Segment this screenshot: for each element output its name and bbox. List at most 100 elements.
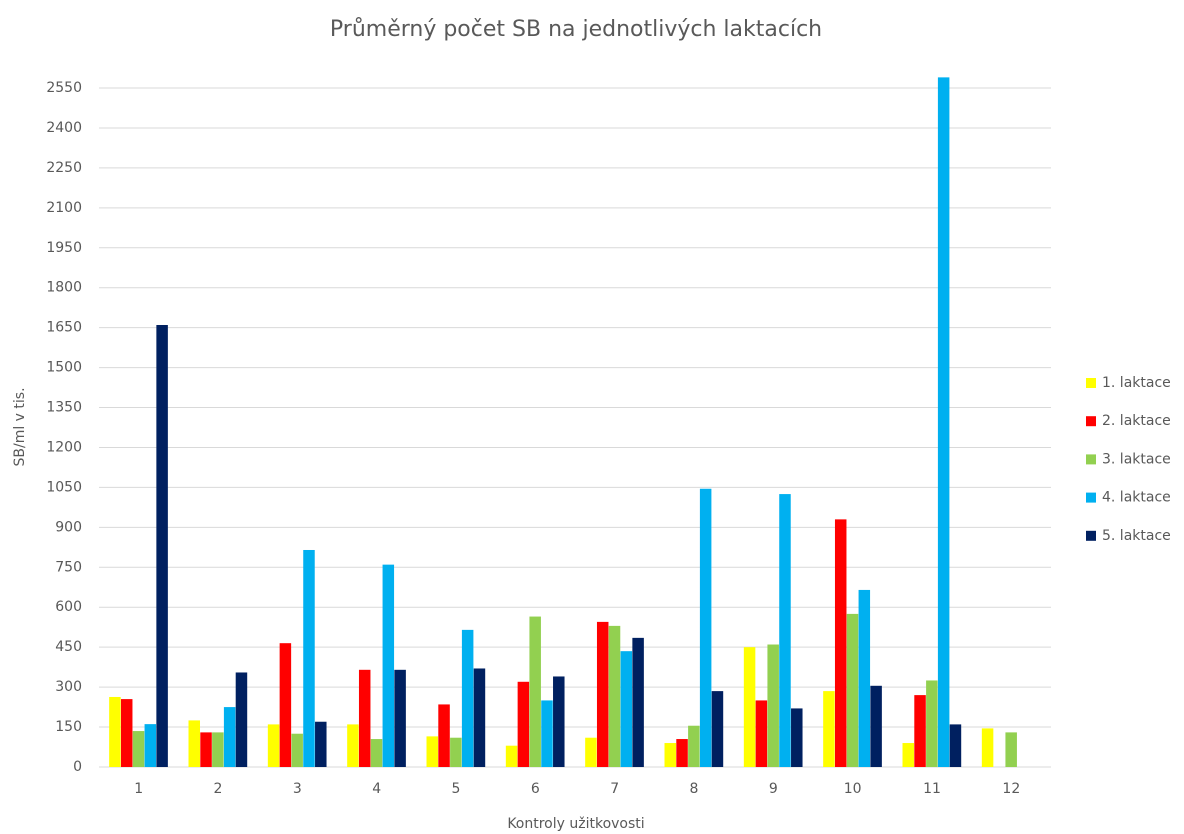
bar [541,700,553,767]
bar [858,589,871,767]
bar [823,691,835,767]
bar [529,616,541,767]
legend-swatch [1086,454,1096,465]
legend-swatch [1086,378,1096,388]
bar [981,728,994,767]
bar [791,708,803,767]
y-tick-label: 2400 [46,120,82,136]
legend-label: 3. laktace [1102,451,1171,467]
bar [743,647,756,767]
bar [473,668,486,767]
y-tick-label: 1050 [46,479,82,495]
y-axis-label: SB/ml v tis. [12,387,28,466]
bar [144,724,157,767]
bar [212,732,224,767]
legend-label: 2. laktace [1102,413,1171,429]
y-tick-label: 150 [55,719,82,735]
legend-swatch [1086,530,1096,541]
bar [517,681,530,767]
x-tick-label: 2 [214,781,223,797]
bar [902,743,914,767]
chart-title: Průměrný počet SB na jednotlivých laktac… [330,17,822,42]
x-tick-label: 6 [531,781,540,797]
y-tick-label: 2100 [46,200,82,216]
bar [596,621,609,767]
bar [608,625,621,767]
bar [914,695,926,767]
bar [223,707,236,767]
bar [382,564,395,767]
y-tick-label: 450 [55,639,82,655]
bar [926,680,938,767]
bar [267,724,280,767]
bar [109,696,121,767]
y-tick-label: 300 [55,679,82,695]
bar [347,724,359,767]
bar [120,699,133,767]
x-tick-label: 7 [610,781,619,797]
bar [620,651,633,767]
bar [767,644,779,767]
bar [505,745,518,767]
bar [870,685,882,767]
y-tick-label: 1650 [46,320,82,336]
bar [585,737,597,767]
y-tick-label: 750 [55,559,82,575]
bar [188,720,200,767]
bar [1005,732,1017,767]
bar [632,637,644,767]
x-tick-label: 12 [1002,781,1020,797]
bar [303,549,315,767]
bar [370,739,383,767]
x-tick-label: 4 [372,781,381,797]
bar [426,736,438,767]
bar [949,724,962,767]
bar [132,731,145,767]
bar [676,739,688,767]
bar [315,721,327,767]
bar [450,737,462,767]
bar [688,725,700,767]
bar [755,700,768,767]
bar [235,672,248,767]
legend-label: 5. laktace [1102,528,1171,544]
x-tick-label: 5 [452,781,461,797]
x-tick-label: 3 [293,781,302,797]
y-tick-label: 600 [55,599,82,615]
x-axis-label: Kontroly užitkovosti [507,816,644,832]
legend-swatch [1086,492,1096,503]
x-tick-label: 8 [690,781,699,797]
y-tick-label: 2550 [46,80,82,96]
bar [461,629,474,767]
bar [156,324,168,767]
y-tick-label: 1500 [46,360,82,376]
x-tick-label: 1 [134,781,143,797]
bar [358,669,371,767]
bar [779,494,791,767]
bar [438,704,450,767]
bar [279,643,292,767]
bar [937,77,950,768]
y-tick-label: 900 [55,519,82,535]
y-tick-label: 2250 [46,160,82,176]
bar [291,733,303,767]
legend-label: 4. laktace [1102,490,1171,506]
x-tick-label: 10 [844,781,862,797]
y-tick-label: 1200 [46,439,82,455]
bar [200,732,212,767]
y-tick-label: 1950 [46,240,82,256]
legend-label: 1. laktace [1102,375,1171,391]
x-tick-label: 11 [923,781,941,797]
bar [664,743,676,767]
bar [834,519,847,767]
y-tick-label: 1800 [46,280,82,296]
bar [553,676,565,767]
bar [711,691,724,767]
x-tick-label: 9 [769,781,778,797]
bar [846,613,859,767]
bar [394,669,406,767]
legend-swatch [1086,416,1096,427]
y-tick-label: 1350 [46,400,82,416]
y-tick-label: 0 [73,759,82,775]
